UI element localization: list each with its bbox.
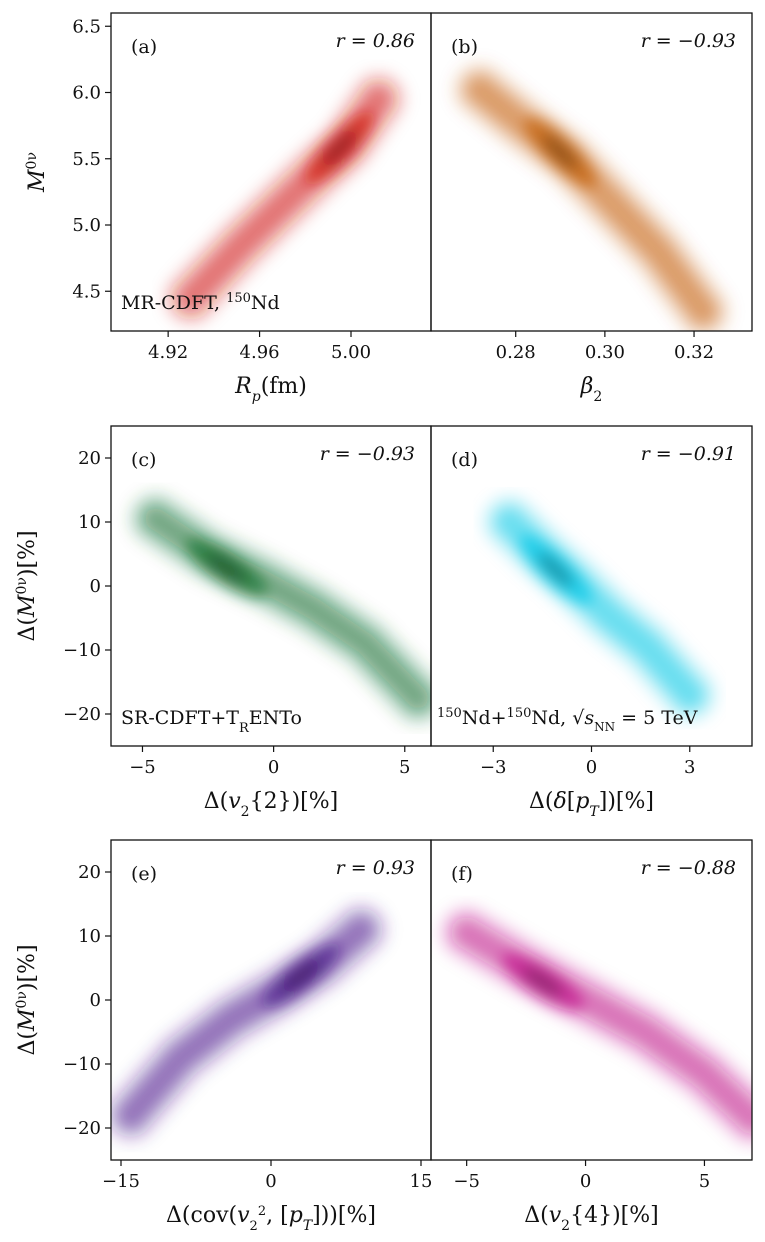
density-core-a bbox=[322, 129, 358, 167]
ytick-label-a-2: 5.5 bbox=[72, 149, 101, 170]
ytick-label-e-2: 0 bbox=[90, 990, 101, 1011]
ytick-label-a-3: 6.0 bbox=[72, 83, 101, 104]
annotation-c: SR-CDFT+TRENTo bbox=[121, 707, 302, 736]
ytick-label-a-0: 4.5 bbox=[72, 281, 101, 302]
density-core-d bbox=[537, 552, 574, 588]
xlabel-c: Δ(v2{2})[%] bbox=[204, 789, 339, 820]
row2-ylabel: Δ(M0ν)[%] bbox=[14, 530, 40, 641]
ytick-label-c-0: −20 bbox=[63, 704, 101, 725]
xtick-label-c-1: 0 bbox=[268, 757, 279, 778]
xtick-label-e-0: −15 bbox=[102, 1171, 140, 1192]
xtick-label-b-2: 0.32 bbox=[674, 342, 714, 363]
xtick-label-e-1: 0 bbox=[265, 1171, 276, 1192]
density-core-b bbox=[542, 134, 579, 170]
r-value-c: r = −0.93 bbox=[320, 443, 415, 465]
density-f bbox=[437, 903, 752, 1148]
xlabel-e: Δ(cov(v22, [pT]))[%] bbox=[166, 1203, 376, 1234]
panel-label-f: (f) bbox=[451, 863, 473, 885]
density-e bbox=[111, 900, 390, 1145]
r-value-b: r = −0.93 bbox=[641, 30, 736, 52]
xtick-label-b-1: 0.30 bbox=[585, 342, 625, 363]
panel-label-a: (a) bbox=[131, 36, 157, 58]
ytick-label-c-1: −10 bbox=[63, 640, 101, 661]
panel-d: −3 0 3 (d) r = −0.91 150Nd+150Nd, √sNN = 5 Te… bbox=[430, 425, 753, 820]
density-core-c bbox=[206, 553, 247, 584]
density-core-e bbox=[281, 959, 321, 992]
xtick-label-d-0: −3 bbox=[480, 757, 507, 778]
frame-b bbox=[430, 12, 753, 332]
ytick-label-e-0: −20 bbox=[63, 1118, 101, 1139]
xlabel-f: Δ(v2{4})[%] bbox=[524, 1203, 659, 1234]
panel-label-b: (b) bbox=[451, 36, 478, 58]
r-value-e: r = 0.93 bbox=[336, 857, 415, 879]
xtick-label-e-2: 15 bbox=[410, 1171, 433, 1192]
xlabel-a: Rp(fm) bbox=[234, 374, 307, 405]
panel-c: −5 0 5 −20 −10 0 10 20 (c) r = −0.93 SR-CDFT+TRENT… bbox=[63, 425, 432, 820]
panel-label-d: (d) bbox=[451, 449, 478, 471]
r-value-d: r = −0.91 bbox=[641, 443, 736, 465]
density-core-f bbox=[522, 967, 564, 997]
density-c bbox=[126, 489, 431, 727]
panel-f: −5 0 5 (f) r = −0.88 Δ(v2{4})[%] bbox=[430, 839, 753, 1234]
xtick-label-c-2: 5 bbox=[399, 757, 410, 778]
ytick-label-e-1: −10 bbox=[63, 1054, 101, 1075]
panels: 4.92 4.96 5.00 4.5 5.0 5.5 6.0 6.5 (a) r = 0.86 MR… bbox=[63, 12, 753, 1234]
xtick-label-f-2: 5 bbox=[699, 1171, 710, 1192]
annotation-a: MR-CDFT, 150Nd bbox=[121, 291, 280, 315]
ytick-label-a-1: 5.0 bbox=[72, 215, 101, 236]
row1-ylabel: M0ν bbox=[24, 152, 50, 193]
xtick-label-b-0: 0.28 bbox=[496, 342, 536, 363]
density-a bbox=[162, 70, 408, 327]
ytick-label-c-2: 0 bbox=[90, 576, 101, 597]
panel-a: 4.92 4.96 5.00 4.5 5.0 5.5 6.0 6.5 (a) r = 0.86 MR… bbox=[72, 12, 432, 405]
r-value-a: r = 0.86 bbox=[336, 30, 415, 52]
xtick-label-d-1: 0 bbox=[586, 757, 597, 778]
density-d bbox=[480, 493, 719, 724]
density-b bbox=[451, 60, 732, 331]
ytick-label-e-3: 10 bbox=[78, 926, 101, 947]
xtick-label-a-2: 5.00 bbox=[331, 342, 371, 363]
xtick-label-f-1: 0 bbox=[580, 1171, 591, 1192]
panel-label-e: (e) bbox=[131, 863, 157, 885]
ytick-label-c-4: 20 bbox=[78, 448, 101, 469]
r-value-f: r = −0.88 bbox=[641, 857, 736, 879]
frame-f bbox=[430, 839, 753, 1161]
row3-ylabel: Δ(M0ν)[%] bbox=[14, 944, 40, 1055]
ytick-label-e-4: 20 bbox=[78, 862, 101, 883]
frame-a bbox=[110, 12, 432, 332]
ytick-label-c-3: 10 bbox=[78, 512, 101, 533]
xtick-label-f-0: −5 bbox=[453, 1171, 480, 1192]
xtick-label-a-0: 4.92 bbox=[148, 342, 188, 363]
xtick-label-d-2: 3 bbox=[684, 757, 695, 778]
panel-label-c: (c) bbox=[131, 449, 156, 471]
xlabel-b: β2 bbox=[580, 374, 603, 405]
panel-e: −15 0 15 −20 −10 0 10 20 (e) r = 0.93 Δ(cov(v22, [… bbox=[63, 839, 433, 1234]
ytick-label-a-4: 6.5 bbox=[72, 16, 101, 37]
xtick-label-c-0: −5 bbox=[129, 757, 156, 778]
panel-b: 0.28 0.30 0.32 (b) r = −0.93 β2 bbox=[430, 12, 753, 405]
xtick-label-a-1: 4.96 bbox=[240, 342, 280, 363]
xlabel-d: Δ(δ[pT])[%] bbox=[529, 789, 654, 820]
annotation-d: 150Nd+150Nd, √sNN = 5 TeV bbox=[437, 706, 698, 735]
